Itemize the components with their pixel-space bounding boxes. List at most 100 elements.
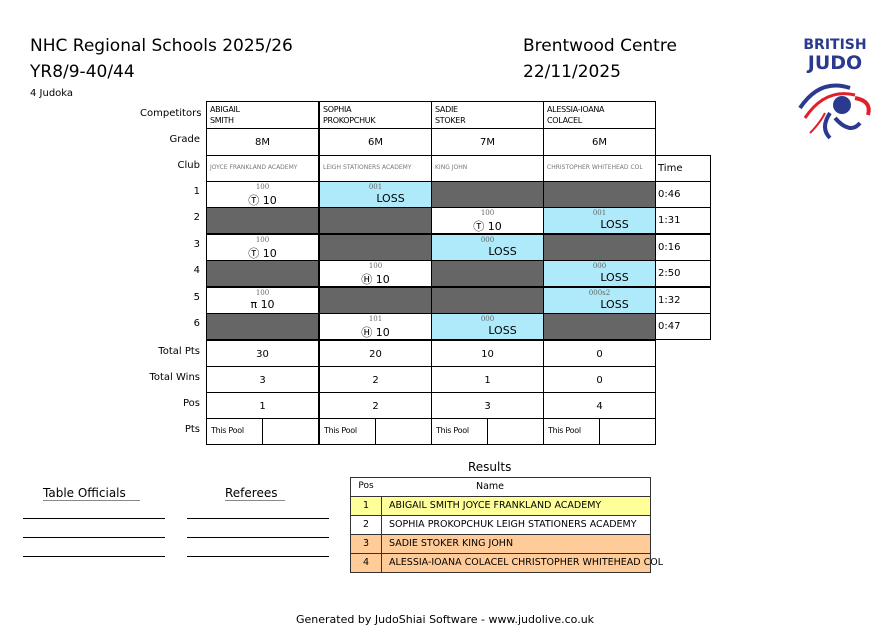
signature-line	[187, 537, 329, 538]
loss-text: LOSS	[376, 192, 405, 205]
empty-cell	[319, 287, 432, 314]
win-points: π 10	[207, 298, 318, 311]
points: 10	[262, 194, 277, 207]
win-cell: 100 Ⓣ 10	[431, 207, 544, 234]
signature-line	[187, 518, 329, 519]
time-header: Time	[655, 155, 711, 182]
win-points: Ⓗ 10	[320, 271, 431, 286]
empty-cell	[206, 313, 319, 340]
pos-cell: 1	[206, 392, 319, 419]
pos-header: Pos	[358, 481, 374, 491]
competitors-label: Competitors	[140, 108, 202, 119]
results-row: 1 ABIGAIL SMITH JOYCE FRANKLAND ACADEMY	[350, 496, 651, 516]
match-time: 0:46	[655, 181, 711, 208]
empty-cell	[319, 207, 432, 234]
result-name: SADIE STOKER KING JOHN	[389, 538, 514, 549]
competitor-name: ALESSIA-IOANA COLACEL	[543, 101, 656, 129]
pos-cell: 4	[543, 392, 656, 419]
this-pool-cell: This Pool	[431, 418, 488, 445]
pts-label: Pts	[184, 424, 200, 435]
points: 10	[487, 220, 502, 233]
score-code: 100	[255, 289, 270, 297]
total-pts-cell: 20	[319, 340, 432, 367]
club-cell: CHRISTOPHER WHITEHEAD COL	[543, 155, 656, 182]
match-number: 3	[193, 239, 200, 250]
date: 22/11/2025	[523, 62, 621, 82]
empty-cell	[431, 181, 544, 208]
win-cell: 100 π 10	[206, 287, 319, 314]
club-cell: JOYCE FRANKLAND ACADEMY	[206, 155, 319, 182]
this-pool-cell: This Pool	[543, 418, 600, 445]
signature-line	[23, 537, 165, 538]
last-name: STOKER	[435, 116, 466, 125]
club-label: Club	[177, 160, 200, 171]
signature-line	[187, 556, 329, 557]
empty-cell	[543, 181, 656, 208]
technique-icon: Ⓣ	[248, 194, 263, 207]
grade-cell: 7M	[431, 128, 544, 156]
last-name: COLACEL	[547, 116, 582, 125]
results-row: 3 SADIE STOKER KING JOHN	[350, 534, 651, 554]
club-cell: KING JOHN	[431, 155, 544, 182]
technique-icon: π	[250, 298, 261, 311]
british-judo-logo: BRITISH JUDO	[790, 38, 880, 148]
loss-text: LOSS	[488, 245, 517, 258]
loss-text: LOSS	[600, 271, 629, 284]
total-wins-label: Total Wins	[149, 372, 200, 383]
grade-cell: 6M	[543, 128, 656, 156]
competitor-name: ABIGAIL SMITH	[206, 101, 319, 129]
results-row: 4 ALESSIA-IOANA COLACEL CHRISTOPHER WHITE…	[350, 553, 663, 573]
grade-cell: 8M	[206, 128, 319, 156]
win-cell: 101 Ⓗ 10	[319, 313, 432, 340]
total-pts-label: Total Pts	[158, 346, 200, 357]
score-code: 100	[255, 236, 270, 244]
loss-cell: 000s2 LOSS	[543, 287, 656, 314]
grade-cell: 6M	[319, 128, 432, 156]
win-points: Ⓣ 10	[432, 218, 543, 233]
match-time: 0:47	[655, 313, 711, 340]
match-number: 5	[193, 292, 200, 303]
empty-cell	[543, 234, 656, 261]
loss-cell: 001 LOSS	[319, 181, 432, 208]
match-number: 6	[193, 318, 200, 329]
result-pos: 4	[351, 554, 382, 572]
match-time: 2:50	[655, 260, 711, 287]
club-cell: LEIGH STATIONERS ACADEMY	[319, 155, 432, 182]
total-wins-cell: 3	[206, 366, 319, 393]
empty-cell	[206, 207, 319, 234]
pool-pts-cell	[375, 418, 432, 445]
points: 10	[375, 273, 390, 286]
pool-pts-cell	[599, 418, 656, 445]
first-name: SADIE	[435, 105, 458, 114]
result-name: ALESSIA-IOANA COLACEL CHRISTOPHER WHITEH…	[389, 557, 664, 568]
total-pts-cell: 30	[206, 340, 319, 367]
venue: Brentwood Centre	[523, 36, 677, 56]
this-pool-cell: This Pool	[206, 418, 263, 445]
pos-label: Pos	[182, 398, 200, 409]
grade-label: Grade	[169, 134, 201, 145]
loss-text: LOSS	[600, 218, 629, 231]
pool-pts-cell	[487, 418, 544, 445]
score-code: 100	[255, 183, 270, 191]
match-number: 4	[193, 265, 200, 276]
result-name: SOPHIA PROKOPCHUK LEIGH STATIONERS ACADE…	[389, 519, 637, 530]
win-cell: 100 Ⓣ 10	[206, 181, 319, 208]
total-wins-cell: 1	[431, 366, 544, 393]
points: 10	[262, 247, 277, 260]
this-pool-cell: This Pool	[319, 418, 376, 445]
judoka-emblem-icon	[798, 83, 871, 140]
first-name: ABIGAIL	[210, 105, 240, 114]
last-name: PROKOPCHUK	[323, 116, 376, 125]
result-pos: 2	[351, 516, 382, 534]
empty-cell	[319, 234, 432, 261]
pool-pts-cell	[262, 418, 319, 445]
competitor-name: SADIE STOKER	[431, 101, 544, 129]
results-title: Results	[468, 460, 512, 474]
score-code: 001	[592, 209, 607, 217]
loss-cell: 000 LOSS	[543, 260, 656, 287]
technique-icon: Ⓣ	[473, 220, 488, 233]
match-number: 1	[193, 186, 200, 197]
win-cell: 100 Ⓣ 10	[206, 234, 319, 261]
score-code: 000s2	[588, 289, 611, 297]
